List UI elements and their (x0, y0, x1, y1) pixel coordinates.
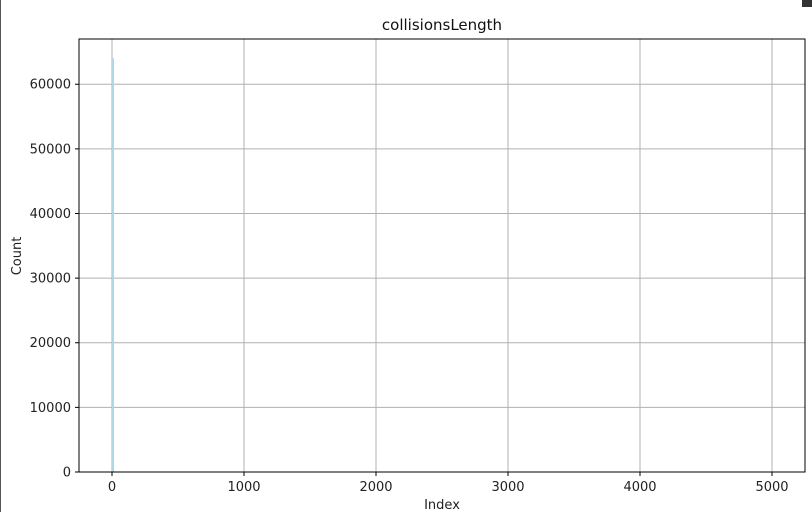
y-tick-label: 60000 (30, 78, 71, 93)
histogram-bar (112, 58, 114, 472)
x-axis-label: Index (424, 498, 460, 512)
histogram-bars (112, 58, 115, 472)
histogram-bar (112, 470, 115, 472)
y-tick-label: 10000 (30, 401, 71, 416)
x-tick-label: 1000 (227, 480, 260, 495)
x-tick-label: 4000 (623, 480, 656, 495)
window-corner-mark (802, 0, 812, 7)
y-tick-label: 20000 (30, 336, 71, 351)
window-left-edge (0, 0, 1, 512)
x-tick-label: 0 (108, 480, 116, 495)
y-tick-label: 0 (63, 466, 71, 481)
axis-ticks: 0 1000 2000 3000 4000 50000100002000030000400… (30, 78, 789, 495)
y-tick-label: 30000 (30, 272, 71, 287)
x-tick-label: 2000 (359, 480, 392, 495)
x-tick-label: 5000 (755, 480, 788, 495)
x-tick-label: 3000 (491, 480, 524, 495)
grid-lines (79, 39, 805, 473)
y-axis-label: Count (10, 237, 25, 276)
y-tick-label: 50000 (30, 142, 71, 157)
chart-title: collisionsLength (382, 16, 502, 34)
plot-frame (78, 38, 806, 473)
y-tick-label: 40000 (30, 207, 71, 222)
